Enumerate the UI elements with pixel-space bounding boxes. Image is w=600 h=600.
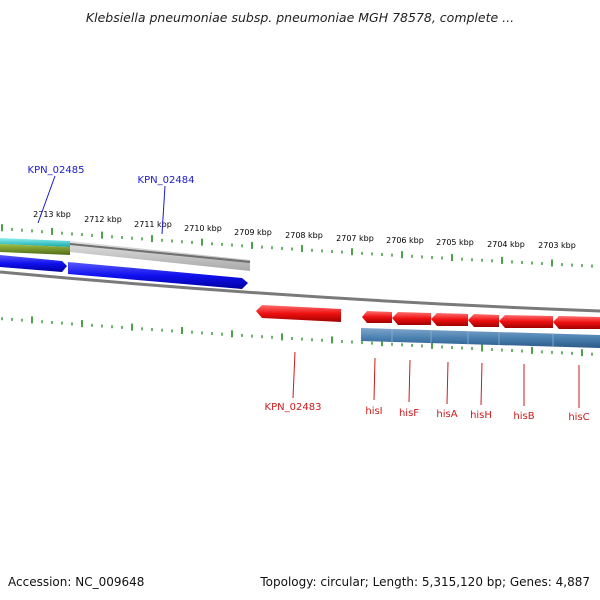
gene-label[interactable]: hisC bbox=[568, 412, 589, 423]
gene-KPN_02483[interactable] bbox=[256, 305, 341, 322]
olive-feature[interactable] bbox=[0, 244, 70, 255]
gene-hisI[interactable] bbox=[362, 311, 392, 323]
gene-hisH[interactable] bbox=[468, 314, 499, 327]
ruler-label: 2709 kbp bbox=[234, 228, 272, 237]
leader-KPN_02483 bbox=[292, 351, 296, 399]
feature-track-upper bbox=[0, 238, 251, 271]
leader-hisA bbox=[446, 361, 449, 405]
gene-hisA[interactable] bbox=[431, 313, 468, 326]
gene-KPN_02484[interactable] bbox=[68, 262, 248, 289]
ruler-labels: 2713 kbp 2712 kbp 2711 kbp 2710 kbp 2709… bbox=[33, 210, 576, 250]
ruler-label: 2710 kbp bbox=[184, 224, 222, 233]
cds-track bbox=[361, 328, 600, 348]
gene-label[interactable]: hisI bbox=[365, 406, 382, 417]
reverse-gene-track bbox=[256, 305, 600, 329]
gene-label[interactable]: hisB bbox=[513, 411, 534, 422]
gene-label[interactable]: KPN_02483 bbox=[265, 402, 322, 413]
ruler-label: 2704 kbp bbox=[487, 240, 525, 249]
ruler-label: 2712 kbp bbox=[84, 215, 122, 224]
leader-hisI bbox=[373, 357, 376, 401]
ruler-label: 2707 kbp bbox=[336, 234, 374, 243]
ruler-label: 2713 kbp bbox=[33, 210, 71, 219]
ruler-label: 2703 kbp bbox=[538, 241, 576, 250]
gene-labels: KPN_02485 KPN_02484 KPN_02483 hisI hisF … bbox=[28, 165, 590, 423]
ruler-label: 2705 kbp bbox=[436, 238, 474, 247]
forward-gene-track bbox=[0, 255, 248, 289]
gene-label[interactable]: hisH bbox=[470, 410, 492, 421]
gene-hisF[interactable] bbox=[392, 312, 431, 325]
gray-feature-edge bbox=[69, 243, 251, 263]
ruler-label: 2706 kbp bbox=[386, 236, 424, 245]
accession-text: Accession: NC_009648 bbox=[8, 575, 145, 589]
ruler-label: 2711 kbp bbox=[134, 220, 172, 229]
cds-feature[interactable] bbox=[361, 328, 600, 348]
leader-hisH bbox=[480, 362, 483, 406]
map-title: Klebsiella pneumoniae subsp. pneumoniae … bbox=[85, 10, 515, 25]
ruler-top bbox=[1, 224, 593, 268]
ruler-label: 2708 kbp bbox=[285, 231, 323, 240]
label-leaders bbox=[37, 175, 580, 408]
genome-backbone bbox=[0, 270, 600, 313]
topology-summary-text: Topology: circular; Length: 5,315,120 bp… bbox=[260, 575, 590, 589]
gene-label[interactable]: KPN_02484 bbox=[138, 175, 195, 186]
leader-KPN_02484 bbox=[161, 185, 166, 235]
leader-KPN_02485 bbox=[37, 175, 56, 224]
leader-hisF bbox=[408, 359, 411, 403]
gene-label[interactable]: hisA bbox=[436, 409, 457, 420]
gene-label[interactable]: KPN_02485 bbox=[28, 165, 85, 176]
ruler-bottom bbox=[1, 316, 593, 357]
gene-KPN_02485[interactable] bbox=[0, 255, 67, 272]
gene-label[interactable]: hisF bbox=[399, 408, 419, 419]
gene-hisC[interactable] bbox=[553, 316, 600, 329]
gene-hisB[interactable] bbox=[499, 315, 553, 328]
